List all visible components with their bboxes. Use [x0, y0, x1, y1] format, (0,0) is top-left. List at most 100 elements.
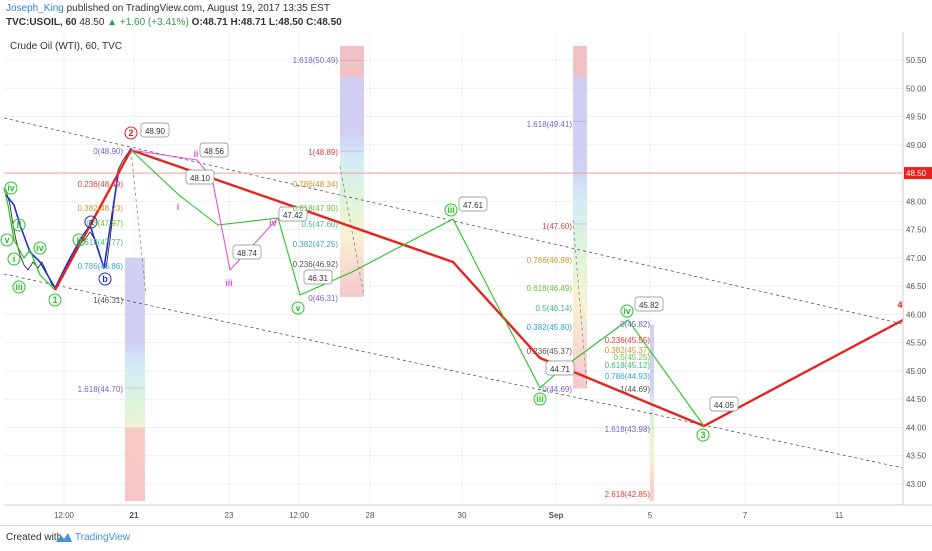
- y-tick-label: 48.00: [906, 197, 927, 206]
- chart-header: Joseph_King published on TradingView.com…: [0, 0, 932, 30]
- fib-label-c: 1.618(49.41): [527, 120, 573, 129]
- fib-label-b: 1.618(50.49): [293, 56, 339, 65]
- fib-zone-4: [650, 324, 654, 501]
- price-callout-box: [458, 196, 488, 212]
- wave-label-ring: [84, 215, 98, 229]
- y-tick-label: 46.00: [906, 310, 927, 319]
- wave-label-ring: [72, 233, 86, 247]
- y-tick-label: 50.00: [906, 84, 927, 93]
- y-tick-label: 43.50: [906, 452, 927, 461]
- low-value: L:48.50: [268, 17, 304, 28]
- fib-cap-1: [125, 427, 145, 501]
- wave-label: iii: [15, 282, 23, 292]
- fib-label-b: 1(48.89): [308, 148, 338, 157]
- x-tick-label: 5: [648, 511, 653, 520]
- x-tick-label: 7: [743, 511, 748, 520]
- price-callout-box: [634, 296, 664, 312]
- wave-label: a: [88, 217, 94, 227]
- y-tick-label: 49.50: [906, 113, 927, 122]
- wave-label: ii: [16, 220, 21, 230]
- fib-label-c: 0.5(46.14): [536, 304, 573, 313]
- close-value: C:48.50: [306, 17, 342, 28]
- price-callout-label: 48.90: [145, 127, 166, 136]
- author-link[interactable]: Joseph_King: [6, 3, 64, 14]
- y-tick-label: 49.00: [906, 141, 927, 150]
- x-tick-label: 28: [366, 511, 375, 520]
- wave-label: ii: [193, 149, 198, 159]
- x-tick-label: 30: [458, 511, 467, 520]
- change-value: ▲ +1.60 (+3.41%): [107, 17, 189, 28]
- fib-label-b: 0.382(47.25): [293, 240, 339, 249]
- y-tick-label: 44.50: [906, 395, 927, 404]
- symbol-label: TVC:USOIL, 60: [6, 17, 77, 28]
- sub-wave-line: [130, 149, 705, 427]
- chart-footer: Created with TradingView: [0, 525, 932, 551]
- fib-label-a: 0.618(47.77): [78, 238, 124, 247]
- wave-label-ring: [444, 203, 458, 217]
- wave-label: iv: [36, 243, 44, 253]
- fib-label-b: 0(46.31): [308, 294, 338, 303]
- chart-title: Crude Oil (WTI), 60, TVC: [10, 41, 122, 52]
- wave-label-ring: [48, 293, 62, 307]
- last-price: 48.50: [79, 17, 105, 28]
- wave-label: 3: [700, 430, 705, 440]
- wave-label: v: [4, 235, 9, 245]
- fib-label-a: 1(46.31): [93, 296, 123, 305]
- current-price-badge: [904, 167, 932, 180]
- wave-label: ii: [76, 235, 81, 245]
- wave-label: iii: [225, 278, 233, 288]
- fib-label-b: 0.786(48.34): [293, 180, 339, 189]
- fib-label-c: 0.382(45.80): [527, 323, 573, 332]
- publish-info: published on TradingView.com, August 19,…: [66, 3, 330, 14]
- wave-label: 2: [128, 128, 133, 138]
- fib-label-d: 0(45.82): [620, 320, 650, 329]
- fib-trend-1: [130, 150, 147, 296]
- y-tick-label: 47.00: [906, 254, 927, 263]
- price-axis: [903, 32, 932, 505]
- wave-label: 4: [897, 300, 902, 310]
- y-tick-label: 45.00: [906, 367, 927, 376]
- y-tick-label: 47.50: [906, 226, 927, 235]
- price-callout-label: 44.05: [714, 401, 735, 410]
- fib-trend-2: [339, 165, 365, 297]
- fib-label-c: 0.786(46.98): [527, 256, 573, 265]
- fib-label-c: 0.618(46.49): [527, 284, 573, 293]
- high-value: H:48.71: [230, 17, 267, 28]
- tradingview-brand[interactable]: TradingView: [75, 532, 131, 543]
- fib-label-c: 0(44.69): [542, 385, 572, 394]
- price-callout-label: 48.10: [190, 174, 211, 183]
- price-callout-box: [232, 244, 262, 260]
- wave-label: i: [13, 254, 16, 264]
- wave-label: 1: [52, 295, 57, 305]
- price-callout-box: [709, 396, 739, 412]
- x-tick-label: 12:00: [54, 511, 75, 520]
- y-tick-label: 46.50: [906, 282, 927, 291]
- fib-label-a: 0.786(46.86): [78, 262, 124, 271]
- fib-label-a: 1.618(44.70): [78, 385, 124, 394]
- y-tick-label: 43.00: [906, 480, 927, 489]
- wave-label-ring: [4, 181, 18, 195]
- wave-label: iv: [7, 183, 15, 193]
- wave-label-ring: [12, 280, 26, 294]
- wave-label: iv: [269, 218, 277, 228]
- fib-zone-3: [573, 45, 587, 389]
- price-callout-box: [140, 122, 170, 138]
- x-tick-label: 21: [130, 511, 139, 520]
- price-callout-label: 45.82: [639, 301, 660, 310]
- price-chart[interactable]: 48.90 48.56 48.10 48.74 47.42 46.31 47.61 44.71…: [0, 30, 932, 525]
- y-tick-label: 44.00: [906, 423, 927, 432]
- fib-cap-3: [573, 45, 587, 77]
- price-callout-box: [199, 142, 229, 158]
- fib-label-d: 1.618(43.98): [605, 425, 651, 434]
- open-value: O:48.71: [191, 17, 228, 28]
- price-callout-label: 48.74: [237, 249, 258, 258]
- price-callout-label: 46.31: [308, 274, 329, 283]
- fib-label-d: 2.618(42.85): [605, 490, 651, 499]
- wave-label-ring: [696, 428, 710, 442]
- fib-label-b: 0.5(47.60): [302, 220, 339, 229]
- fib-label-c: 1(47.60): [542, 222, 572, 231]
- wave-label-ring: [620, 304, 634, 318]
- x-tick-label: Sep: [549, 511, 564, 520]
- price-callout-box: [185, 169, 215, 185]
- price-callout-label: 47.61: [463, 201, 484, 210]
